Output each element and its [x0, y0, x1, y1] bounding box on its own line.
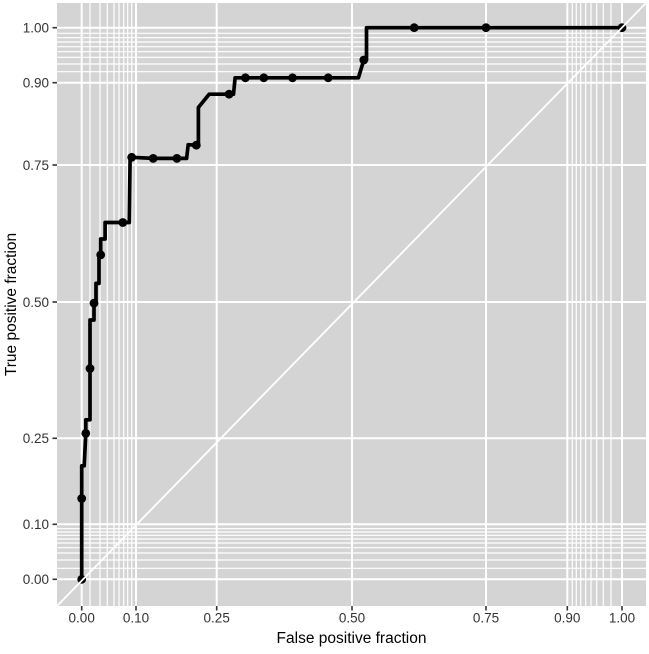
roc-point: [241, 73, 250, 83]
y-axis-tick-labels: 0.00 0.10 0.25 0.50 0.75 0.90 1.00: [23, 21, 49, 588]
roc-point: [172, 154, 182, 163]
y-tick-label: 0.00: [23, 572, 49, 587]
roc-point: [288, 73, 297, 83]
roc-point: [89, 298, 99, 308]
x-tick-label: 0.25: [204, 611, 230, 626]
x-tick-label: 0.50: [339, 611, 365, 626]
y-tick-label: 0.10: [23, 517, 49, 532]
roc-point: [481, 23, 491, 33]
y-tick-label: 1.00: [23, 21, 49, 36]
roc-point: [77, 574, 87, 584]
y-axis-tick-marks: [52, 26, 57, 581]
roc-point: [85, 364, 95, 373]
roc-point: [96, 250, 106, 260]
roc-point: [81, 429, 91, 438]
x-axis-tick-marks: [80, 606, 623, 611]
y-axis-title: True positive fraction: [3, 233, 20, 376]
roc-point: [118, 218, 128, 227]
x-tick-label: 0.00: [69, 611, 95, 626]
x-tick-label: 0.10: [123, 611, 149, 626]
x-axis-title: False positive fraction: [277, 630, 427, 647]
roc-point: [77, 494, 87, 503]
roc-point: [224, 89, 234, 99]
roc-point: [191, 140, 201, 150]
y-tick-label: 0.25: [23, 431, 49, 446]
roc-point: [127, 152, 137, 162]
y-tick-label: 0.50: [23, 295, 49, 310]
x-tick-label: 0.90: [554, 611, 580, 626]
major-gridlines: [57, 3, 646, 606]
x-tick-label: 1.00: [609, 611, 635, 626]
y-tick-label: 0.90: [23, 76, 49, 91]
roc-point: [359, 55, 369, 65]
x-tick-label: 0.75: [473, 611, 499, 626]
x-axis-tick-labels: 0.00 0.10 0.25 0.50 0.75 0.90 1.00: [69, 611, 636, 626]
roc-point: [323, 73, 333, 83]
roc-point: [409, 23, 419, 33]
chance-diagonal-line: [56, 2, 647, 607]
roc-point: [148, 154, 158, 163]
roc-curve: [79, 25, 622, 580]
y-tick-label: 0.75: [23, 158, 49, 173]
roc-point: [259, 73, 269, 83]
